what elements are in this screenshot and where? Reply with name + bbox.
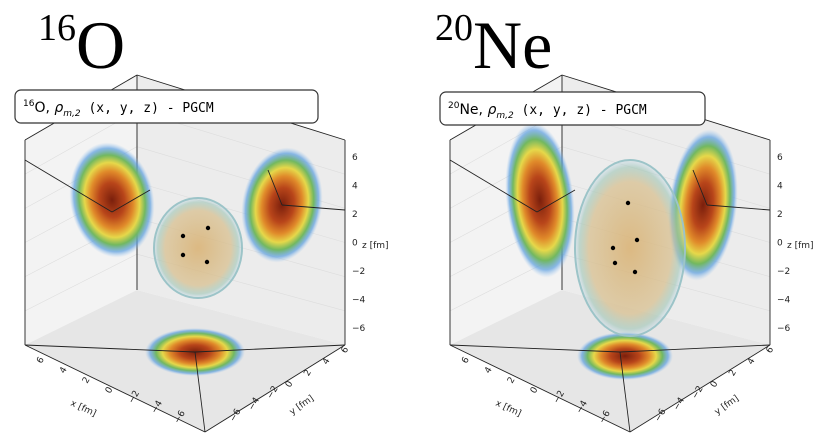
z-tick-label: −6 (777, 324, 791, 334)
projection-line (24, 344, 196, 353)
nucleon-center (204, 259, 210, 265)
nucleon-center (180, 233, 186, 239)
z-axis-label: z [fm] (362, 241, 389, 251)
x-tick-label: 4 (483, 365, 495, 375)
x-tick-label: 2 (81, 376, 93, 386)
x-axis-label: x [fm] (69, 399, 98, 420)
z-tick-label: 0 (352, 239, 358, 249)
density-projection (577, 332, 673, 380)
projection-line (706, 204, 771, 211)
y-tick-label: 4 (321, 356, 333, 366)
z-axis-label: z [fm] (787, 241, 814, 251)
projection-line (692, 169, 708, 206)
y-axis-label: y [fm] (713, 394, 741, 418)
label-box (439, 91, 706, 126)
nucleon-center (610, 245, 616, 251)
y-tick-label: 4 (746, 356, 758, 366)
z-tick-label: 2 (352, 210, 358, 220)
z-tick-label: −4 (777, 296, 791, 306)
y-tick-label: 0 (284, 379, 296, 389)
z-tick-label: −2 (777, 267, 790, 277)
label-mass: 20 (448, 101, 460, 111)
projection-line (449, 344, 621, 353)
z-tick-label: −4 (352, 296, 366, 306)
y-tick-label: 0 (709, 379, 721, 389)
cube-edge (24, 344, 206, 433)
projection-line (449, 159, 538, 213)
label-sep: , (479, 102, 488, 118)
label-box (14, 89, 319, 124)
y-tick-label: 2 (728, 368, 740, 378)
label-symbol: ρ (487, 102, 496, 118)
x-axis-label: x [fm] (494, 399, 523, 420)
z-tick-label: 6 (777, 153, 783, 163)
projection-line (267, 169, 283, 206)
x-tick-label: 6 (35, 355, 47, 365)
title-element: O (76, 7, 125, 83)
cube-edge (204, 344, 346, 433)
label-symbol: ρ (54, 100, 63, 116)
title-mass: 16 (38, 7, 76, 49)
cube-edge (629, 344, 771, 433)
nucleon-center (634, 237, 640, 243)
nucleon-center (205, 225, 211, 231)
y-tick-label: 6 (340, 345, 352, 355)
projection-line (619, 344, 771, 353)
label-sep: , (45, 100, 54, 116)
nucleon-center (625, 200, 631, 206)
z-tick-label: 0 (777, 239, 783, 249)
grid-line (24, 253, 138, 312)
x-tick-label: 6 (460, 355, 472, 365)
density-isosurface (574, 159, 686, 337)
nucleon-center (632, 269, 638, 275)
label-element: Ne (459, 102, 478, 118)
y-axis-label: y [fm] (288, 394, 316, 418)
density-projection (69, 142, 155, 258)
projection-line (24, 159, 113, 213)
nucleon-center (612, 260, 618, 266)
label-args: (x, y, z) - PGCM (514, 103, 647, 118)
y-tick-label: 6 (765, 345, 777, 355)
z-tick-label: −2 (352, 267, 365, 277)
z-tick-label: 2 (777, 210, 783, 220)
x-tick-label: 4 (58, 365, 70, 375)
label-text: 20Ne, ρm,2 (x, y, z) - PGCM (448, 101, 647, 121)
projection-line (194, 351, 206, 433)
projection-line (619, 351, 631, 433)
z-tick-label: 4 (352, 182, 358, 192)
projection-line (194, 344, 346, 353)
nucleon-center (180, 252, 186, 258)
projection-line (111, 189, 151, 213)
y-tick-label: 2 (303, 368, 315, 378)
title-mass: 20 (435, 7, 473, 49)
title-element: Ne (473, 7, 552, 83)
panel-title: 20Ne (435, 7, 552, 83)
projection-line (281, 204, 346, 211)
label-element: O (34, 100, 45, 116)
x-tick-label: 2 (506, 376, 518, 386)
x-tick-label: 0 (529, 385, 541, 395)
label-subscript: m,2 (63, 109, 81, 119)
label-args: (x, y, z) - PGCM (81, 101, 214, 116)
panel-title: 16O (38, 7, 125, 83)
label-mass: 16 (23, 99, 35, 109)
x-tick-label: 0 (104, 385, 116, 395)
z-tick-label: 6 (352, 153, 358, 163)
z-tick-label: −6 (352, 324, 366, 334)
label-subscript: m,2 (496, 111, 514, 121)
z-tick-label: 4 (777, 182, 783, 192)
density-isosurface (153, 197, 243, 299)
cube-edge (449, 344, 631, 433)
density-projection (505, 122, 575, 278)
label-text: 16O, ρm,2 (x, y, z) - PGCM (23, 99, 214, 119)
projection-line (536, 189, 576, 213)
